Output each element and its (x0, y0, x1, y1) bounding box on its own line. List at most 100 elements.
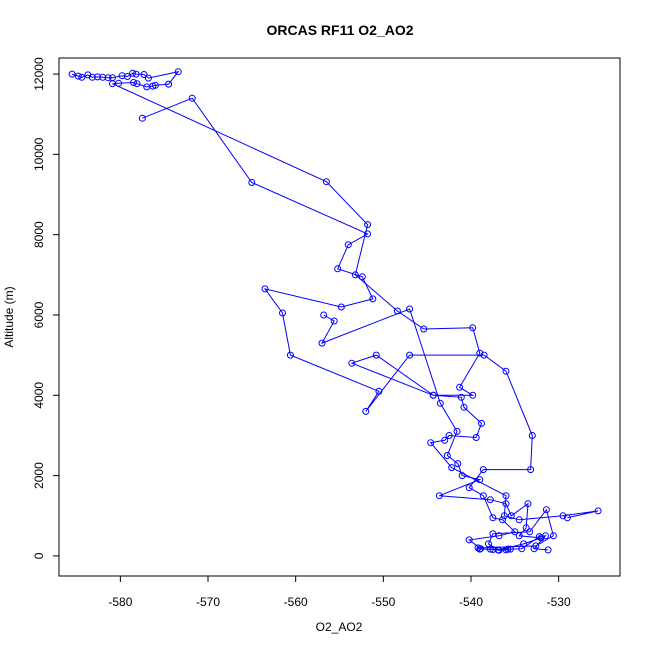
data-point (559, 512, 567, 520)
data-point (465, 484, 473, 492)
data-point (522, 524, 530, 532)
data-point (138, 114, 146, 122)
x-tick-label: -530 (547, 595, 571, 609)
data-point (118, 72, 126, 80)
data-point (165, 80, 173, 88)
data-point (174, 68, 182, 76)
data-point (528, 432, 536, 439)
data-point (330, 317, 338, 325)
x-axis-label: O2_AO2 (316, 620, 363, 634)
data-point (140, 71, 148, 78)
data-point (351, 271, 359, 279)
data-point (443, 452, 451, 459)
data-point (94, 73, 102, 81)
data-point (476, 545, 484, 553)
data-point (476, 476, 484, 484)
data-point (489, 514, 497, 522)
data-point (469, 391, 477, 399)
data-point (542, 532, 549, 540)
data-point (527, 466, 535, 474)
data-point (504, 545, 512, 553)
data-point (476, 349, 484, 357)
data-point (460, 403, 468, 411)
data-point (495, 532, 503, 540)
y-tick-label: 2000 (32, 462, 46, 489)
data-point (518, 545, 526, 553)
data-point (465, 536, 473, 544)
data-point (322, 178, 330, 186)
data-point (500, 512, 508, 520)
data-point (472, 434, 480, 441)
data-point (68, 70, 76, 78)
data-point (453, 427, 461, 435)
data-point (344, 241, 352, 249)
data-point (441, 436, 449, 444)
data-point (502, 367, 510, 375)
data-point (364, 230, 372, 238)
data-point (144, 74, 152, 82)
data-point (436, 399, 444, 407)
y-axis: 0 2000 4000 6000 8000 10000 12000 (32, 57, 60, 559)
data-point (130, 79, 137, 86)
data-point (279, 309, 286, 317)
data-point (318, 339, 326, 347)
data-point (261, 285, 269, 293)
data-point (502, 492, 510, 500)
data-point (507, 512, 515, 520)
data-point (435, 492, 443, 500)
y-tick-label: 6000 (32, 301, 46, 328)
data-point (248, 179, 256, 186)
x-tick-label: -540 (459, 595, 483, 609)
data-point (334, 265, 342, 273)
data-point (499, 516, 506, 524)
data-point (375, 387, 383, 395)
data-point (348, 359, 356, 367)
data-point (480, 351, 488, 359)
data-point (537, 534, 545, 542)
y-axis-label: Altitude (m) (2, 286, 16, 347)
data-point (109, 80, 116, 88)
data-point (526, 528, 534, 536)
data-point (486, 545, 494, 553)
data-point (511, 528, 519, 536)
data-point (420, 325, 428, 333)
data-point (406, 351, 414, 359)
data-point (479, 466, 487, 474)
data-point (448, 464, 456, 472)
data-point (132, 70, 140, 78)
data-point (458, 472, 466, 480)
x-tick-label: -580 (108, 595, 132, 609)
data-point (515, 532, 523, 540)
data-point (502, 500, 510, 508)
data-point (454, 460, 462, 468)
data-point (474, 544, 482, 552)
data-point (78, 73, 86, 81)
data-point (544, 546, 552, 554)
data-point (104, 74, 112, 82)
data-point (489, 530, 497, 538)
data-point (337, 303, 345, 311)
data-point (369, 295, 377, 303)
data-point (532, 542, 540, 550)
x-tick-label: -550 (371, 595, 395, 609)
data-point (143, 83, 151, 91)
data-point (549, 532, 557, 540)
y-tick-label: 4000 (32, 382, 46, 409)
data-point (88, 73, 96, 81)
x-axis: -580 -570 -560 -550 -540 -530 (108, 575, 571, 609)
data-point (515, 516, 523, 524)
y-tick-label: 8000 (32, 221, 46, 248)
data-point (406, 305, 414, 313)
data-point (123, 73, 131, 80)
data-point (445, 432, 453, 439)
data-point (364, 221, 372, 229)
y-tick-label: 10000 (32, 137, 46, 171)
data-point (427, 439, 435, 447)
chart-title: ORCAS RF11 O2_AO2 (266, 22, 413, 38)
data-point (542, 506, 550, 514)
data-point (99, 73, 107, 81)
data-point (520, 540, 528, 548)
y-tick-label: 12000 (32, 57, 46, 91)
data-point (372, 351, 380, 359)
